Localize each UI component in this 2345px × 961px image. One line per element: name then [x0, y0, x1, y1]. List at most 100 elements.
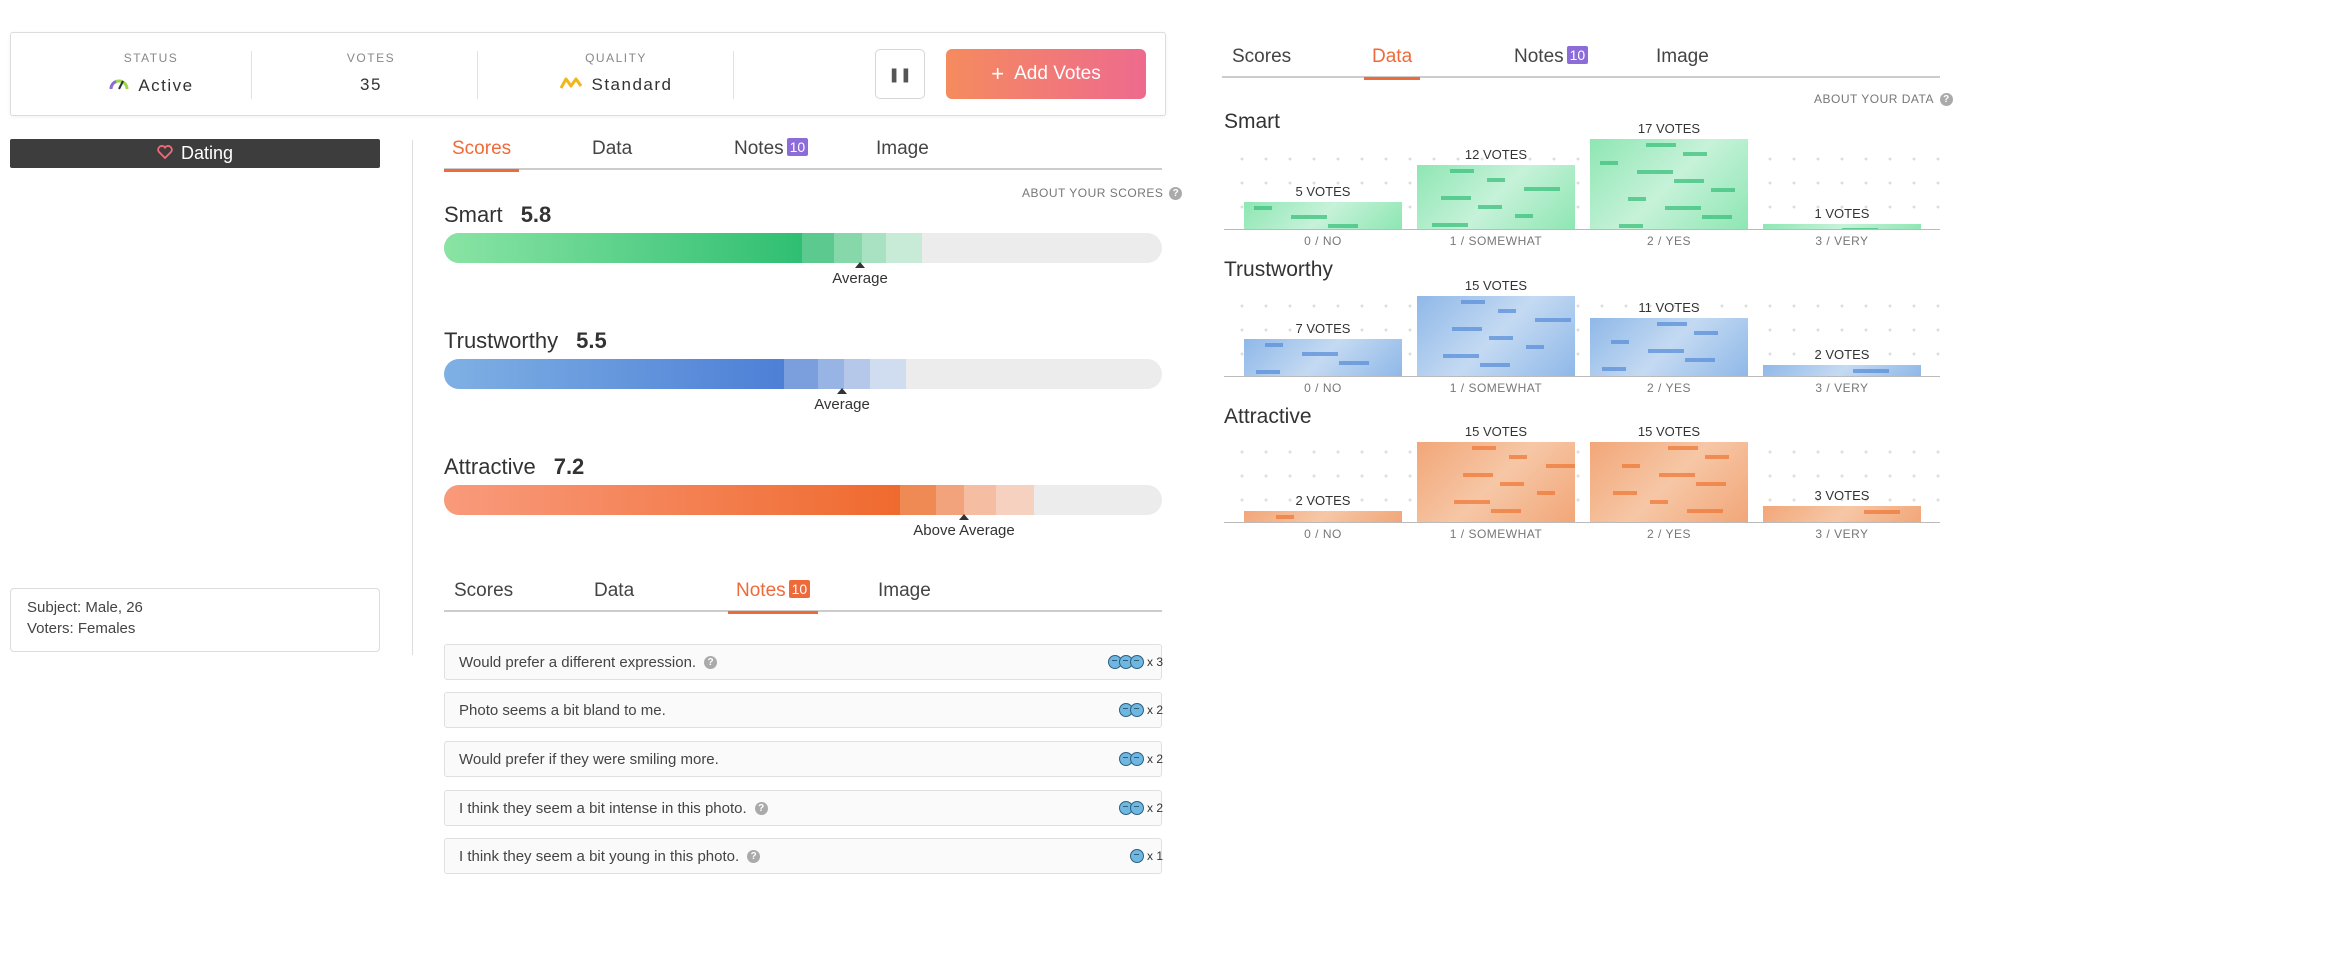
tab-notes[interactable]: Notes 10	[728, 580, 819, 614]
add-votes-label: Add Votes	[1014, 63, 1101, 84]
chart-baseline	[1224, 376, 1940, 377]
bar-texture	[1291, 215, 1327, 219]
bar-texture	[1480, 363, 1510, 367]
add-votes-button[interactable]: + Add Votes	[946, 49, 1146, 99]
help-icon[interactable]: ?	[704, 655, 718, 669]
chart-bar	[1590, 139, 1748, 229]
note-text: I think they seem a bit young in this ph…	[459, 847, 740, 865]
bar-texture	[1619, 224, 1643, 228]
range-segment	[862, 233, 886, 263]
score-value: 5.5	[576, 328, 607, 353]
chart-data-label: 17 VOTES	[1637, 121, 1701, 136]
subject-line: Subject: Male, 26	[27, 599, 143, 616]
score-value: 7.2	[553, 454, 585, 479]
note-row: Photo seems a bit bland to me. x 2	[444, 692, 1163, 728]
tab-label: Notes	[1514, 46, 1564, 67]
bar-texture	[1711, 188, 1735, 192]
above-average-marker: Above Average	[900, 514, 1028, 539]
bar-texture	[1648, 349, 1684, 353]
chart-x-tick-label: 0 / NO	[1304, 234, 1342, 248]
chart-bar	[1763, 506, 1921, 522]
tab-image[interactable]: Image	[1656, 46, 1709, 76]
about-scores-label: ABOUT YOUR SCORES	[1022, 186, 1164, 200]
divider	[251, 51, 252, 99]
bar-texture	[1696, 482, 1726, 486]
tab-label: Image	[1656, 46, 1709, 67]
tab-image[interactable]: Image	[878, 580, 931, 610]
marker-label: Above Average	[913, 522, 1015, 539]
help-icon[interactable]: ?	[754, 801, 768, 815]
bar-texture	[1524, 187, 1560, 191]
score-bar-smart	[444, 233, 1162, 263]
quality-value: Standard	[591, 75, 673, 94]
tab-data[interactable]: Data	[1364, 46, 1421, 80]
note-text: I think they seem a bit intense in this …	[459, 799, 747, 817]
bar-texture	[1491, 509, 1521, 513]
tab-scores[interactable]: Scores	[454, 580, 513, 610]
tab-image[interactable]: Image	[876, 138, 929, 168]
bar-texture	[1864, 510, 1900, 514]
help-icon: ?	[1169, 186, 1183, 200]
tab-label: Image	[876, 138, 929, 159]
bar-texture	[1546, 464, 1575, 468]
range-segment	[964, 485, 996, 515]
scores-tabbar: Scores Data Notes 10 Image	[444, 138, 1162, 172]
divider	[733, 51, 734, 99]
tab-data[interactable]: Data	[594, 580, 634, 610]
active-tab-underline	[444, 169, 520, 172]
bar-texture	[1254, 206, 1272, 210]
tab-notes[interactable]: Notes 10	[1514, 46, 1589, 76]
chart-data-label: 15 VOTES	[1637, 424, 1701, 439]
tab-notes[interactable]: Notes 10	[734, 138, 809, 168]
help-icon[interactable]: ?	[747, 849, 761, 863]
bar-texture	[1650, 500, 1668, 504]
pause-button[interactable]: ❚❚	[875, 49, 925, 99]
chart-data-label: 11 VOTES	[1638, 300, 1700, 315]
score-bar-attractive	[444, 485, 1162, 515]
note-row: Would prefer a different expression. ? x…	[444, 644, 1163, 680]
column-divider	[412, 140, 413, 655]
range-segment	[834, 233, 862, 263]
bar-texture	[1256, 370, 1280, 374]
about-scores-link[interactable]: ABOUT YOUR SCORES ?	[1022, 186, 1183, 200]
bar-texture	[1665, 206, 1701, 210]
chart-data-label: 1 VOTES	[1814, 206, 1870, 221]
score-smart-title: Smart 5.8	[444, 202, 551, 228]
tab-data[interactable]: Data	[592, 138, 632, 168]
chart-data-label: 3 VOTES	[1814, 488, 1870, 503]
bar-texture	[1657, 322, 1687, 326]
range-segment	[844, 359, 870, 389]
tab-label: Notes	[736, 580, 786, 601]
bar-texture	[1489, 336, 1513, 340]
category-button-dating[interactable]: Dating	[10, 139, 380, 168]
face-icon	[1129, 752, 1144, 766]
bar-texture	[1515, 214, 1533, 218]
chart-bar	[1763, 365, 1921, 376]
score-value: 5.8	[520, 202, 552, 227]
chart-bar	[1417, 296, 1575, 376]
chart-bar	[1417, 165, 1575, 229]
note-count: x 1	[1146, 849, 1163, 863]
bar-texture	[1637, 170, 1673, 174]
about-data-link[interactable]: ABOUT YOUR DATA ?	[1814, 92, 1953, 106]
tab-label: Scores	[454, 580, 514, 601]
chart-x-tick-label: 1 / SOMEWHAT	[1449, 381, 1543, 395]
bar-texture	[1498, 309, 1516, 313]
bar-texture	[1328, 224, 1358, 228]
chart-data-label: 12 VOTES	[1464, 147, 1528, 162]
notes-count-badge: 10	[788, 580, 811, 598]
chart-data-label: 15 VOTES	[1464, 424, 1528, 439]
range-segment	[900, 485, 936, 515]
average-marker: Average	[790, 388, 894, 413]
bar-texture	[1602, 367, 1626, 371]
note-voters: x 3	[1107, 655, 1163, 669]
bar-texture	[1461, 300, 1485, 304]
tab-scores[interactable]: Scores	[444, 138, 520, 172]
note-count: x 3	[1146, 655, 1163, 669]
note-count: x 2	[1146, 703, 1163, 717]
tab-label: Data	[1372, 46, 1413, 67]
chart-x-tick-label: 2 / YES	[1647, 527, 1691, 541]
subject-info-card: Subject: Male, 26 Voters: Females	[10, 588, 380, 652]
tab-scores[interactable]: Scores	[1232, 46, 1291, 76]
divider	[477, 51, 478, 99]
